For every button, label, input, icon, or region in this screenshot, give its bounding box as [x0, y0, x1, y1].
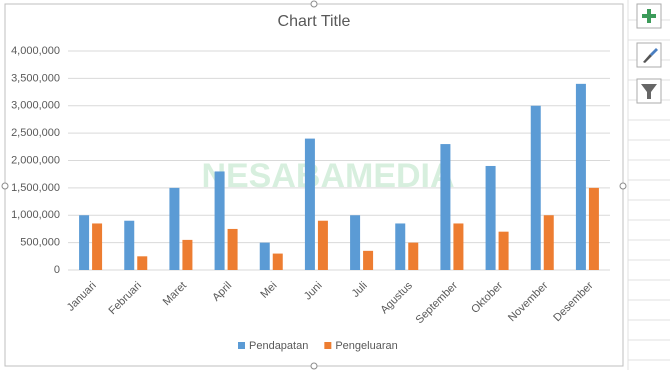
bar: [92, 223, 103, 270]
bar: [395, 223, 406, 270]
bar: [214, 171, 225, 270]
bar: [485, 165, 496, 270]
legend-swatch: [324, 342, 332, 349]
bar: [304, 138, 315, 270]
bar: [440, 144, 451, 270]
chart-filters-button[interactable]: [636, 78, 662, 104]
watermark: NESABAMEDIA: [201, 157, 454, 195]
legend-swatch: [238, 342, 245, 349]
bar: [137, 256, 148, 270]
bar: [272, 253, 283, 270]
resize-handles: [1, 0, 627, 370]
y-tick-label: 500,000: [20, 237, 60, 249]
chart-styles-button[interactable]: [636, 42, 662, 68]
bar: [259, 242, 270, 270]
bar: [408, 242, 419, 270]
bar: [498, 231, 509, 270]
y-tick-label: 1,500,000: [11, 182, 60, 194]
bar: [79, 215, 90, 270]
bar: [124, 220, 135, 270]
bar: [182, 239, 193, 270]
legend-label: Pengeluaran: [335, 340, 397, 352]
y-tick-label: 2,000,000: [11, 154, 60, 166]
bar: [543, 215, 554, 270]
y-tick-label: 3,000,000: [11, 100, 60, 112]
bar: [227, 228, 238, 270]
bar: [453, 223, 464, 270]
bar: [575, 83, 586, 270]
bar: [363, 250, 374, 270]
chart-title: Chart Title: [278, 13, 351, 30]
bar: [350, 215, 361, 270]
y-tick-label: 4,000,000: [11, 45, 60, 57]
sheet-grid: [627, 0, 670, 370]
legend-label: Pendapatan: [249, 340, 308, 352]
bar: [588, 187, 599, 270]
chart-elements-button[interactable]: [636, 3, 662, 29]
bar: [317, 220, 328, 270]
y-tick-label: 2,500,000: [11, 127, 60, 139]
bar: [169, 187, 180, 270]
bar: [530, 105, 541, 270]
y-tick-label: 3,500,000: [11, 72, 60, 84]
y-tick-label: 1,000,000: [11, 209, 60, 221]
y-tick-label: 0: [54, 264, 60, 276]
